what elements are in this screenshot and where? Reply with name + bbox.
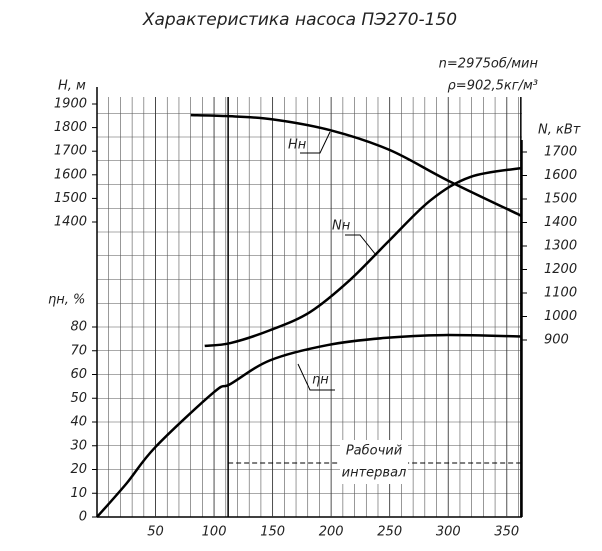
- y-tick-label: 1600: [544, 168, 577, 183]
- y-tick-label: 1300: [544, 239, 577, 254]
- y-tick-label: 60: [70, 367, 87, 382]
- curve: [190, 113, 523, 218]
- leader-line: [345, 234, 377, 256]
- curve-label: Hн: [288, 138, 307, 153]
- curve: [96, 333, 523, 518]
- annotation: n=2975об/мин: [439, 57, 539, 72]
- grid-decor: [97, 97, 522, 517]
- x-tick-label: 200: [319, 525, 344, 540]
- y-tick-label: 1200: [544, 262, 577, 277]
- y-tick-label: 10: [70, 486, 87, 501]
- y-tick-label: 1500: [544, 192, 577, 207]
- y-tick-label: 70: [70, 343, 87, 358]
- y-tick-label: 1700: [54, 144, 87, 159]
- y-tick-label: 1100: [544, 286, 577, 301]
- curve-label: ηн: [312, 373, 329, 388]
- y-tick-label: 0: [79, 510, 87, 525]
- curve: [204, 166, 523, 348]
- y-tick-label: 1900: [54, 97, 87, 112]
- x-tick-label: 150: [260, 525, 285, 540]
- y-tick-label: 1600: [54, 167, 87, 182]
- y-axis-label: H, м: [58, 79, 86, 94]
- x-tick-label: 300: [436, 525, 461, 540]
- y-tick-label: 50: [70, 391, 87, 406]
- y-tick-label: 1400: [54, 215, 87, 230]
- x-tick-label: 350: [494, 525, 519, 540]
- y-tick-label: 1000: [544, 309, 577, 324]
- chart-title: Характеристика насоса ПЭ270-150: [142, 10, 457, 30]
- x-tick-label: 250: [377, 525, 402, 540]
- y-tick-label: 1500: [54, 191, 87, 206]
- y-tick-label: 40: [70, 415, 87, 430]
- y-tick-label: 1800: [54, 120, 87, 135]
- y3-axis-label: ηн, %: [48, 293, 85, 308]
- interval-box: [340, 440, 408, 484]
- x-tick-label: 100: [202, 525, 227, 540]
- interval-label: интервал: [342, 466, 407, 481]
- curve-label: Nн: [332, 219, 351, 234]
- y-tick-label: 30: [70, 438, 87, 453]
- y-tick-label: 20: [70, 462, 87, 477]
- y-tick-label: 80: [70, 320, 87, 335]
- y2-axis-label: N, кВт: [538, 123, 581, 138]
- leader-line: [300, 131, 331, 154]
- y-tick-label: 900: [544, 333, 569, 348]
- annotation: ρ=902,5кг/м³: [448, 79, 538, 94]
- interval-label: Рабочий: [346, 444, 402, 459]
- y-tick-label: 1400: [544, 215, 577, 230]
- leader-line: [297, 363, 335, 391]
- y-tick-label: 1700: [544, 145, 577, 160]
- x-tick-label: 50: [147, 525, 164, 540]
